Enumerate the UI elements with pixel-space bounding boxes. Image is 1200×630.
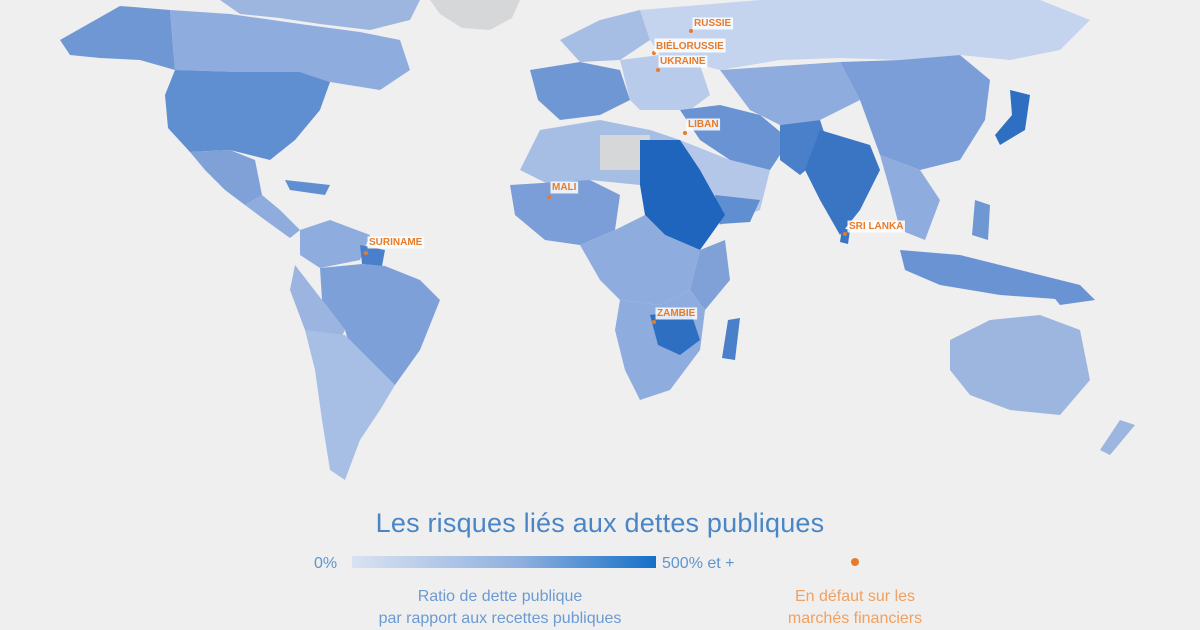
scale-min-label: 0% [314,555,338,572]
default-legend-label: En défaut sur les marchés financiers [755,586,955,630]
canada-arctic [220,0,420,30]
sudan-ethiopia [640,140,725,250]
western-europe [530,62,630,120]
marker-sri-lanka: SRI LANKA [843,220,905,236]
argentina-chile [305,330,395,480]
label-halo [655,307,698,320]
peru-bolivia [290,265,345,350]
default-markers: RUSSIE BIÉLORUSSIE UKRAINE LIBAN MALI SR… [364,17,905,324]
central-america [245,195,300,238]
label-bielorussie: BIÉLORUSSIE [656,39,724,52]
usa [165,70,330,160]
default-label-line2: marchés financiers [787,610,923,627]
label-halo [550,181,579,194]
southeast-asia [880,155,940,240]
label-sri-lanka: SRI LANKA [849,221,903,232]
label-halo [686,118,721,131]
pakistan-afghanistan [780,120,830,175]
scale-max-label: 500% et + [662,555,735,572]
greenland [430,0,520,30]
label-zambie: ZAMBIE [657,308,696,319]
marker-bielorussie: BIÉLORUSSIE [652,38,726,55]
papua [1040,280,1095,305]
marker-ukraine: UKRAINE [656,55,708,72]
ratio-legend-label: Ratio de dette publique par rapport aux … [340,586,660,630]
india [805,130,880,235]
world-map: RUSSIE BIÉLORUSSIE UKRAINE LIBAN MALI SR… [60,0,1135,480]
label-liban: LIBAN [688,119,719,130]
australia [950,315,1090,415]
indonesia [900,250,1080,300]
label-suriname: SURINAME [369,237,423,248]
china [840,55,990,170]
west-africa [510,180,620,245]
sahara-nodata [600,135,650,170]
marker-liban: LIBAN [683,118,721,135]
suriname-guianas [360,245,385,266]
legend-title: Les risques liés aux dettes publiques [375,508,825,538]
label-halo [654,38,726,53]
colombia-venezuela [300,220,370,268]
label-russie: RUSSIE [694,18,732,29]
label-halo [692,17,734,30]
yemen [715,195,760,224]
central-asia [720,62,860,125]
label-mali: MALI [552,182,577,193]
mexico [190,150,262,205]
japan [995,90,1030,145]
label-halo [847,220,905,233]
new-zealand [1100,420,1135,455]
scandinavia [560,10,650,62]
marker-russie: RUSSIE [689,17,734,33]
ratio-label-line2: par rapport aux recettes publiques [378,610,622,627]
label-ukraine: UKRAINE [660,56,706,67]
marker-suriname: SURINAME [364,236,425,255]
madagascar [722,318,740,360]
philippines [972,200,990,240]
ratio-label-line1: Ratio de dette publique [417,588,583,605]
russia [640,0,1090,70]
caribbean [285,180,330,195]
label-halo [367,236,425,249]
eastern-europe [620,55,710,110]
central-africa [580,215,700,305]
default-marker-dot [851,558,859,566]
landmasses [60,0,1135,480]
marker-zambie: ZAMBIE [652,307,698,324]
canada [170,10,410,90]
alaska [60,6,175,70]
marker-mali: MALI [547,181,579,199]
brazil [320,264,440,385]
zambia-zimbabwe [650,310,700,355]
default-label-line1: En défaut sur les [794,588,916,605]
color-scale-bar [352,556,656,568]
east-africa [690,240,730,310]
label-halo [658,55,708,68]
